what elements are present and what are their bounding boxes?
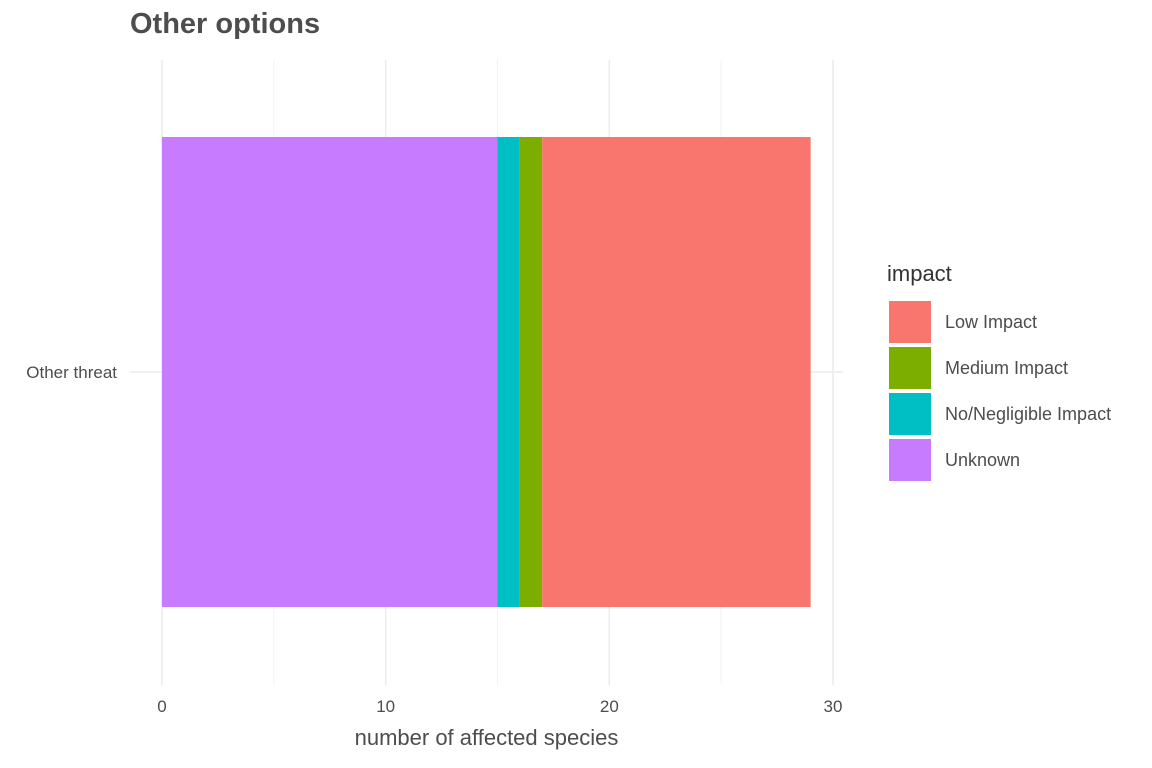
legend-item: Low Impact (887, 299, 1137, 345)
axis-layer: 0 10 20 30 Other threat number of affected sp… (26, 363, 842, 750)
legend-item: Unknown (887, 437, 1137, 483)
x-tick-label: 30 (824, 697, 843, 716)
legend-key (889, 347, 931, 389)
y-category-label: Other threat (26, 363, 117, 382)
x-tick-label: 0 (157, 697, 166, 716)
bar-layer (162, 137, 811, 607)
legend-label: Medium Impact (945, 357, 1069, 378)
x-axis-title: number of affected species (355, 725, 619, 750)
legend-key (889, 393, 931, 435)
bar-segment-low-impact (542, 137, 811, 607)
x-tick-label: 20 (600, 697, 619, 716)
legend-key (889, 439, 931, 481)
legend-label: No/Negligible Impact (945, 403, 1112, 424)
bar-segment-unknown (162, 137, 498, 607)
legend-label: Low Impact (945, 311, 1038, 332)
legend-items: Low Impact Medium Impact No/Negligible Imp… (887, 299, 1137, 483)
x-tick-label: 10 (376, 697, 395, 716)
legend-key (889, 301, 931, 343)
legend-item: Medium Impact (887, 345, 1137, 391)
legend-label: Unknown (945, 449, 1021, 470)
bar-segment-medium-impact (519, 137, 543, 607)
legend-item: No/Negligible Impact (887, 391, 1137, 437)
legend: impact Low Impact Medium Impact No/Negligi… (887, 259, 1137, 483)
legend-title: impact (887, 261, 952, 286)
bar-segment-no-negligible-impact (497, 137, 520, 607)
chart-title: Other options (130, 8, 321, 40)
